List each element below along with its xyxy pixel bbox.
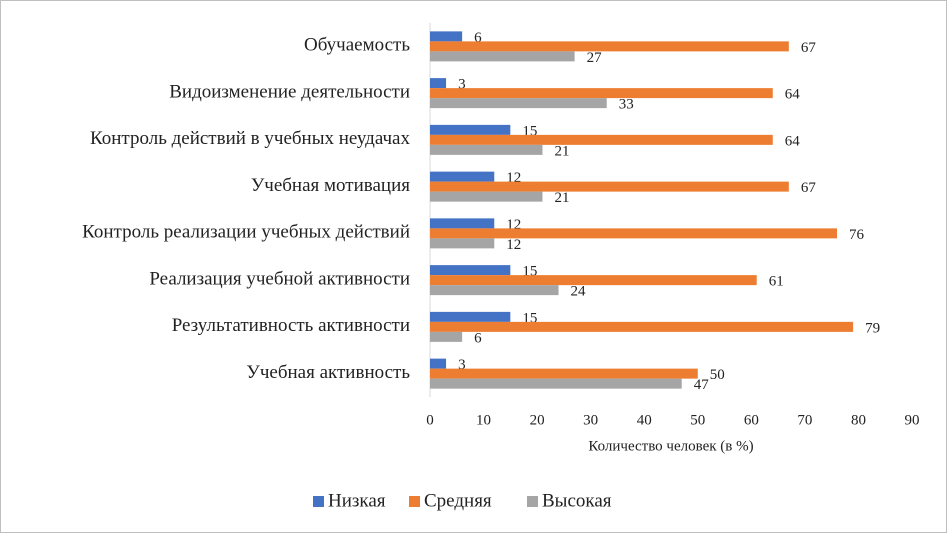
legend-label: Низкая [328,490,386,511]
bar [430,228,838,239]
category-label: Учебная мотивация [251,175,410,196]
bar [430,171,495,182]
bar [430,144,543,155]
bar [430,78,447,89]
legend-swatch [527,496,538,507]
data-label: 64 [785,133,801,149]
x-tick-label: 10 [476,412,491,428]
bar [430,311,511,322]
legend-label: Средняя [424,490,492,511]
bar [430,124,511,135]
data-label: 3 [458,77,466,93]
category-label: Контроль реализации учебных действий [82,222,410,243]
legend-label: Высокая [542,490,612,511]
x-tick-label: 80 [851,412,866,428]
x-axis-label: Количество человек (в %) [588,438,753,454]
x-tick-label: 30 [583,412,598,428]
legend-swatch [409,496,420,507]
bar [430,265,511,276]
bar [430,218,495,229]
x-tick-label: 0 [426,412,434,428]
data-label: 47 [694,377,710,393]
bar [430,31,463,42]
bar [430,88,773,99]
bar [430,368,698,379]
category-label: Реализация учебной активности [149,268,410,289]
bar [430,321,854,332]
data-label: 76 [849,227,865,243]
legend-swatch [313,496,324,507]
bar [430,51,575,62]
bar [430,378,682,389]
x-tick-label: 70 [797,412,812,428]
bar [430,285,559,296]
category-label: Видоизменение деятельности [169,81,410,102]
data-label: 61 [769,274,784,290]
data-label: 64 [785,87,801,103]
bar [430,181,789,192]
data-label: 24 [571,284,587,300]
category-label: Контроль действий в учебных неудачах [90,128,410,149]
data-label: 12 [506,237,521,253]
data-label: 33 [619,97,634,113]
data-label: 67 [801,40,817,56]
category-label: Обучаемость [304,35,410,56]
bar [430,134,773,145]
data-label: 21 [554,143,569,159]
x-tick-label: 20 [530,412,545,428]
data-label: 21 [554,190,569,206]
x-tick-label: 60 [744,412,759,428]
bar [430,41,789,52]
data-label: 79 [865,320,880,336]
data-label: 3 [458,357,466,373]
bar [430,238,495,249]
category-label: Результативность активности [172,315,410,336]
x-tick-label: 50 [690,412,705,428]
bar [430,191,543,202]
data-label: 50 [710,367,725,383]
bar [430,331,463,342]
x-tick-label: 40 [637,412,652,428]
x-tick-label: 90 [905,412,920,428]
bar [430,98,607,109]
data-label: 6 [474,330,482,346]
data-label: 27 [587,50,603,66]
data-label: 67 [801,180,817,196]
bar [430,275,757,286]
bar [430,358,447,369]
data-label: 6 [474,30,482,46]
category-label: Учебная активность [246,362,410,383]
